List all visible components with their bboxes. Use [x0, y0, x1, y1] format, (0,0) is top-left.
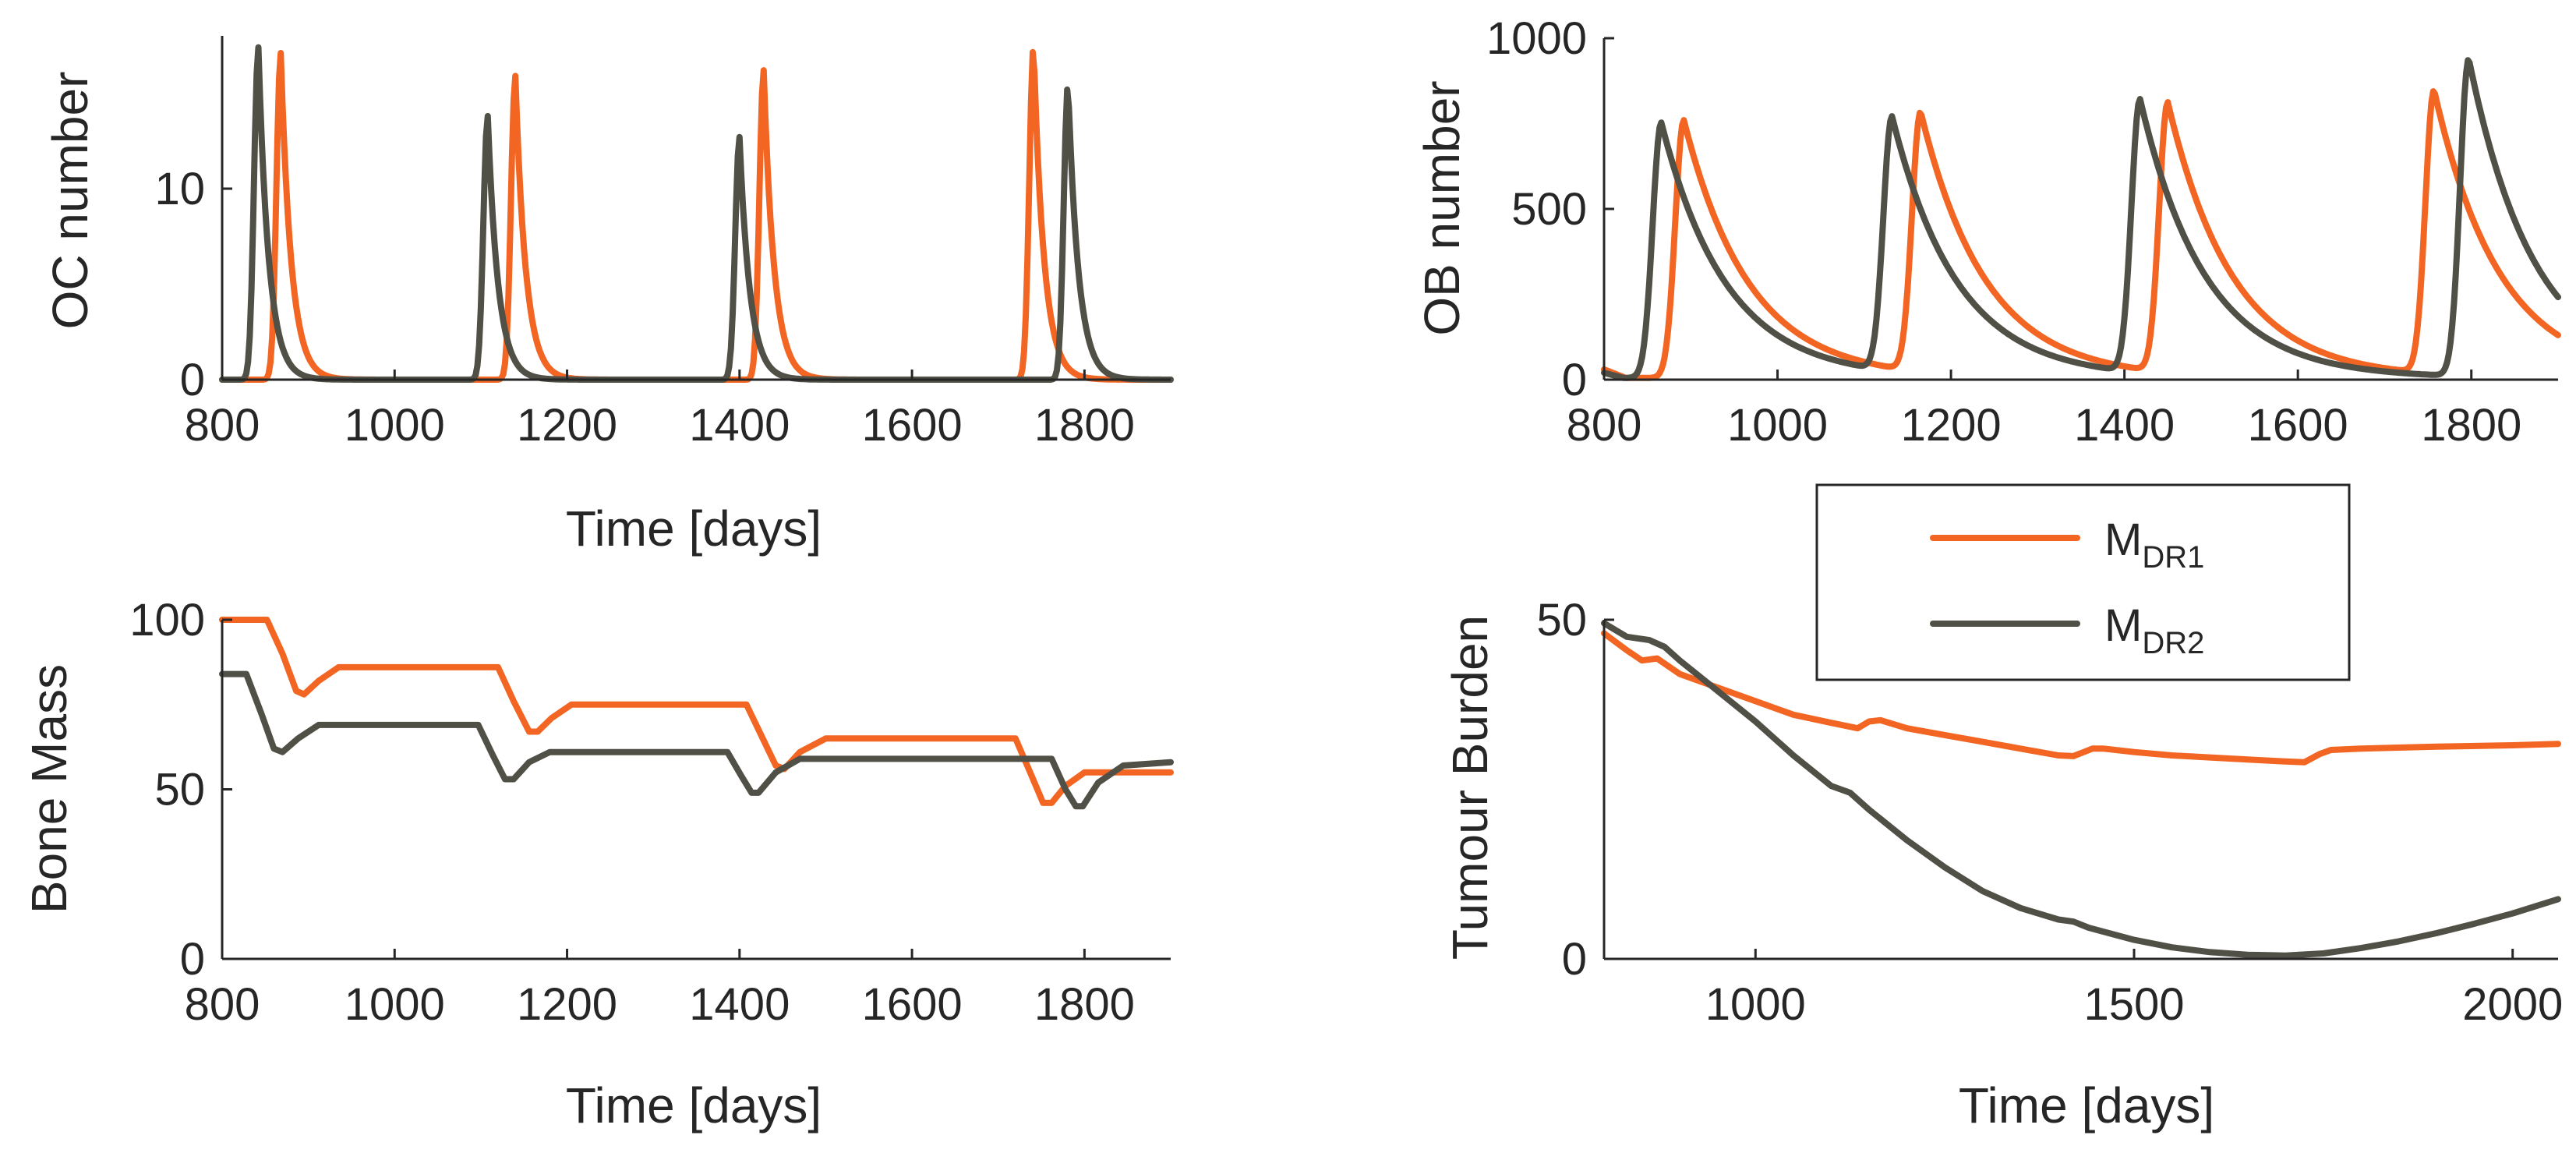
oc-x-tick-label: 1400	[689, 400, 790, 451]
legend-box	[1815, 483, 2351, 681]
legend-label-mdr1-main: M	[2104, 515, 2142, 565]
ob-x-tick-label: 1800	[2421, 400, 2521, 451]
ob-x-tick-label: 1400	[2074, 400, 2175, 451]
ob-axes: 800 1000 1200 1400 1600 1800 0 500 1000	[1486, 13, 2558, 451]
bone-x-tick-label: 1800	[1034, 979, 1135, 1030]
oc-series-layer	[219, 44, 1174, 383]
oc-y-axis-label: OC number	[42, 72, 98, 330]
bone-series-mdr2	[219, 670, 1174, 810]
bone-x-tick-label: 1600	[862, 979, 963, 1030]
legend-label-mdr1: MDR1	[2104, 515, 2204, 575]
legend: MDR1 MDR2	[1815, 483, 2351, 681]
oc-y-tick-label: 0	[180, 355, 205, 405]
legend-label-mdr2-sub: DR2	[2142, 626, 2204, 660]
ob-y-tick-label: 0	[1562, 355, 1587, 405]
oc-x-tick-label: 1200	[517, 400, 617, 451]
tumour-burden-panel: 1000 1500 2000 0 50 Tumour Burden Time [days…	[1442, 595, 2563, 1134]
bone-x-tick-label: 1200	[517, 979, 617, 1030]
ob-y-tick-label: 1000	[1486, 13, 1587, 64]
legend-label-mdr2: MDR2	[2104, 600, 2204, 660]
bone-y-tick-label: 100	[129, 595, 205, 645]
tumour-axes: 1000 1500 2000 0 50	[1536, 595, 2563, 1030]
legend-label-mdr1-sub: DR1	[2142, 540, 2204, 575]
bone-x-tick-label: 800	[185, 979, 260, 1030]
bone-series-layer	[219, 617, 1174, 810]
tumour-x-tick-label: 1000	[1705, 979, 1806, 1030]
tumour-x-axis-label: Time [days]	[1959, 1077, 2214, 1134]
oc-axes: 800 1000 1200 1400 1600 1800 0 10	[154, 36, 1171, 451]
ob-number-panel: 800 1000 1200 1400 1600 1800 0 500 1000 OB numbe…	[1414, 13, 2561, 451]
tumour-series-layer	[1601, 620, 2561, 959]
ob-x-tick-label: 1000	[1727, 400, 1828, 451]
oc-number-panel: 800 1000 1200 1400 1600 1800 0 10 OC number Tim…	[42, 36, 1174, 557]
oc-x-tick-label: 800	[185, 400, 260, 451]
tumour-y-axis-label: Tumour Burden	[1442, 615, 1498, 960]
bone-x-axis-label: Time [days]	[566, 1077, 822, 1134]
tumour-y-tick-label: 0	[1562, 934, 1587, 985]
ob-x-tick-label: 800	[1567, 400, 1642, 451]
oc-x-tick-label: 1000	[345, 400, 445, 451]
ob-x-tick-label: 1600	[2248, 400, 2348, 451]
bone-x-tick-label: 1400	[689, 979, 790, 1030]
ob-series-mdr2	[1601, 57, 2561, 381]
tumour-x-tick-label: 2000	[2462, 979, 2563, 1030]
bone-series-mdr1	[219, 617, 1174, 806]
tumour-series-mdr2	[1601, 620, 2561, 959]
tumour-x-tick-label: 1500	[2083, 979, 2184, 1030]
bone-y-tick-label: 50	[154, 765, 205, 815]
ob-y-tick-label: 500	[1511, 184, 1587, 235]
tumour-y-tick-label: 50	[1536, 595, 1587, 645]
oc-x-tick-label: 1600	[862, 400, 963, 451]
bone-axes: 800 1000 1200 1400 1600 1800 0 50 100	[129, 595, 1171, 1030]
ob-y-axis-label: OB number	[1414, 80, 1470, 335]
bone-y-tick-label: 0	[180, 934, 205, 985]
ob-series-layer	[1601, 57, 2561, 381]
ob-series-mdr1	[1601, 88, 2561, 381]
oc-x-axis-label: Time [days]	[566, 500, 822, 557]
tumour-series-mdr1	[1601, 630, 2561, 766]
legend-label-mdr2-main: M	[2104, 600, 2142, 651]
oc-x-tick-label: 1800	[1034, 400, 1135, 451]
ob-x-tick-label: 1200	[1901, 400, 2002, 451]
oc-y-tick-label: 10	[154, 164, 205, 214]
bone-x-tick-label: 1000	[345, 979, 445, 1030]
bone-y-axis-label: Bone Mass	[21, 664, 77, 914]
oc-series-mdr1	[219, 48, 1174, 383]
